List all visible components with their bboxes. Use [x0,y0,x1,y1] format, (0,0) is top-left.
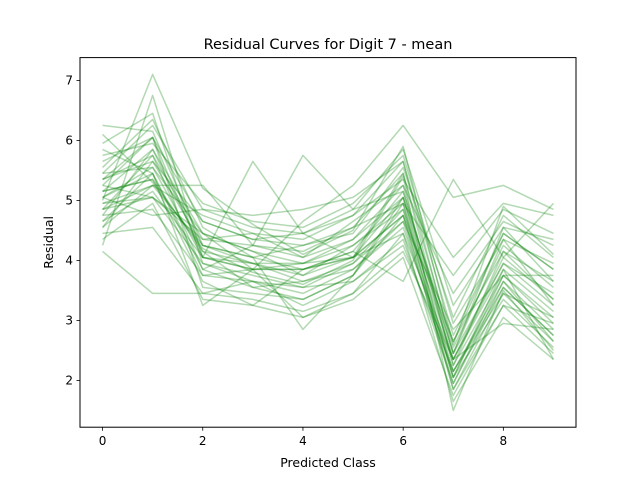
residual-curve-6 [102,208,554,373]
residual-curve-13 [102,133,555,412]
x-tick-label: 2 [199,434,207,448]
x-tick-label: 8 [500,434,508,448]
residual-curve-31 [102,166,554,373]
residual-curve-16 [101,94,555,361]
residual-curve-20 [102,124,554,343]
y-tick-label: 4 [65,254,73,268]
x-tick-label: 4 [299,434,307,448]
residual-curve-25 [102,118,554,319]
residual-curve-22 [102,178,555,307]
residual-curve-34 [102,160,554,355]
residual-curve-32 [102,172,554,367]
residual-curve-8 [102,172,554,391]
residual-curve-18 [102,154,555,355]
residual-curve-26 [102,226,554,361]
residual-curve-21 [102,124,554,271]
y-tick-label: 3 [65,314,73,328]
x-axis-ticks: 0 2 4 6 8 [99,427,507,448]
residual-curves [101,73,555,412]
plot-frame [79,57,577,428]
residual-curve-7 [102,160,554,355]
x-tick-label: 6 [399,434,407,448]
residual-curve-4 [102,196,554,385]
residual-curve-29 [102,184,554,295]
residual-curve-1 [102,166,554,379]
residual-curve-10 [102,124,554,337]
x-tick-label: 0 [99,434,107,448]
residual-curve-24 [102,178,554,259]
y-axis-ticks: 2 3 4 5 6 7 [65,74,80,388]
residual-curve-30 [101,148,554,331]
residual-curve-3 [102,148,554,367]
residual-curve-5 [102,136,554,349]
residual-curve-14 [101,73,554,346]
y-tick-label: 2 [65,374,73,388]
residual-curve-9 [102,190,554,343]
y-tick-label: 6 [65,134,73,148]
y-tick-label: 7 [65,74,73,88]
residual-curve-35 [101,148,554,307]
residual-curve-12 [101,154,554,361]
residual-curve-23 [102,154,554,277]
y-axis-label: Residual [41,216,56,269]
residual-curve-11 [102,178,554,379]
chart-title: Residual Curves for Digit 7 - mean [204,37,453,53]
residual-curve-33 [102,112,554,385]
residual-curve-17 [102,136,554,391]
residual-curve-2 [102,184,554,361]
x-axis-label: Predicted Class [280,455,376,470]
residual-curve-15 [102,244,555,373]
residual-curve-27 [102,142,555,325]
residual-curve-19 [102,148,554,403]
residual-curve-36 [102,136,554,379]
residual-curve-28 [102,202,554,397]
y-tick-label: 5 [65,194,73,208]
